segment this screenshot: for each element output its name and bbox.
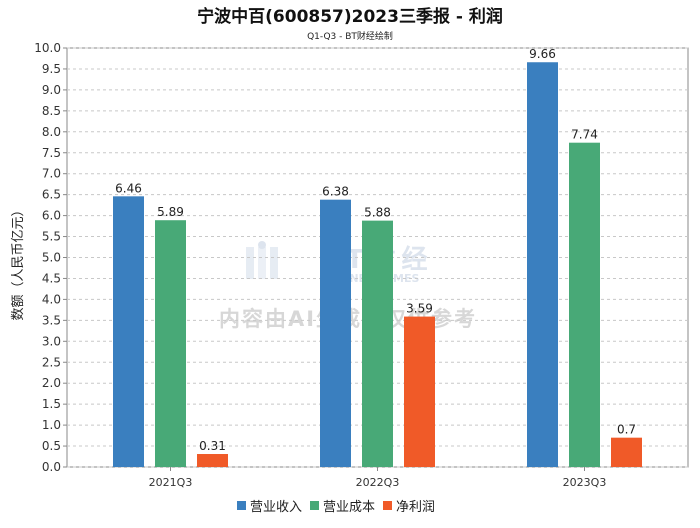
y-tick-label: 1.0	[42, 418, 61, 432]
y-tick-label: 5.0	[42, 251, 61, 265]
bar-2021Q3-营业收入	[113, 196, 144, 468]
y-tick-label: 4.0	[42, 292, 61, 306]
y-tick-label: 9.5	[42, 62, 61, 76]
legend-swatch-净利润	[383, 501, 392, 510]
data-label: 0.31	[199, 439, 226, 453]
x-tick-label: 2023Q3	[563, 476, 607, 489]
y-tick-label: 2.0	[42, 376, 61, 390]
legend-label: 营业收入	[250, 500, 302, 515]
legend-swatch-营业成本	[310, 501, 319, 510]
data-label: 9.66	[529, 47, 556, 61]
y-tick-label: 0.0	[42, 460, 61, 474]
bar-2022Q3-营业收入	[320, 199, 351, 468]
bar-2021Q3-净利润	[197, 454, 228, 467]
y-tick-label: 7.5	[42, 146, 61, 160]
data-label: 7.74	[571, 128, 598, 142]
bar-2021Q3-营业成本	[155, 220, 186, 467]
y-tick-label: 1.5	[42, 397, 61, 411]
bars: 6.46 5.89 0.31 6.38 5.88 3.59 9.66 7.74 0.7	[113, 47, 642, 468]
data-label: 5.88	[364, 206, 391, 220]
data-label: 3.59	[406, 302, 433, 316]
bar-2023Q3-营业成本	[569, 142, 600, 467]
y-tick-label: 10.0	[34, 41, 61, 55]
data-label: 5.89	[157, 205, 184, 219]
data-label: 6.46	[115, 181, 142, 195]
y-tick-label: 8.0	[42, 125, 61, 139]
y-tick-label: 3.0	[42, 334, 61, 348]
watermark-logo-icon	[246, 241, 278, 279]
legend-label: 净利润	[396, 500, 435, 515]
legend-swatch-营业收入	[237, 501, 246, 510]
y-tick-label: 9.0	[42, 83, 61, 97]
y-tick-label: 0.5	[42, 439, 61, 453]
data-label: 6.38	[322, 185, 349, 199]
bar-2023Q3-营业收入	[527, 62, 558, 467]
y-tick-label: 4.5	[42, 271, 61, 285]
y-tick-label: 2.5	[42, 355, 61, 369]
chart-subtitle: Q1-Q3 - BT财经绘制	[307, 30, 393, 42]
x-tick-label: 2021Q3	[149, 476, 193, 489]
x-axis-ticks: 2021Q3 2022Q3 2023Q3	[149, 467, 607, 489]
y-tick-label: 5.5	[42, 230, 61, 244]
bar-2023Q3-净利润	[611, 437, 642, 467]
y-axis-ticks: 0.0 0.5 1.0 1.5 2.0 2.5 3.0 3.5 4.0 4.5 5.0 5.5 6.0 6…	[34, 41, 67, 474]
y-tick-label: 7.0	[42, 167, 61, 181]
chart-title: 宁波中百(600857)2023三季报 - 利润	[197, 6, 503, 27]
y-tick-label: 6.0	[42, 209, 61, 223]
data-label: 0.7	[617, 423, 636, 437]
y-tick-label: 6.5	[42, 188, 61, 202]
y-axis-label: 数额（人民币亿元）	[11, 203, 26, 320]
y-tick-label: 3.5	[42, 313, 61, 327]
bar-2022Q3-营业成本	[362, 220, 393, 467]
bar-2022Q3-净利润	[404, 316, 435, 467]
legend: 营业收入 营业成本 净利润	[237, 500, 435, 515]
x-tick-label: 2022Q3	[356, 476, 400, 489]
legend-label: 营业成本	[323, 500, 375, 515]
y-tick-label: 8.5	[42, 104, 61, 118]
